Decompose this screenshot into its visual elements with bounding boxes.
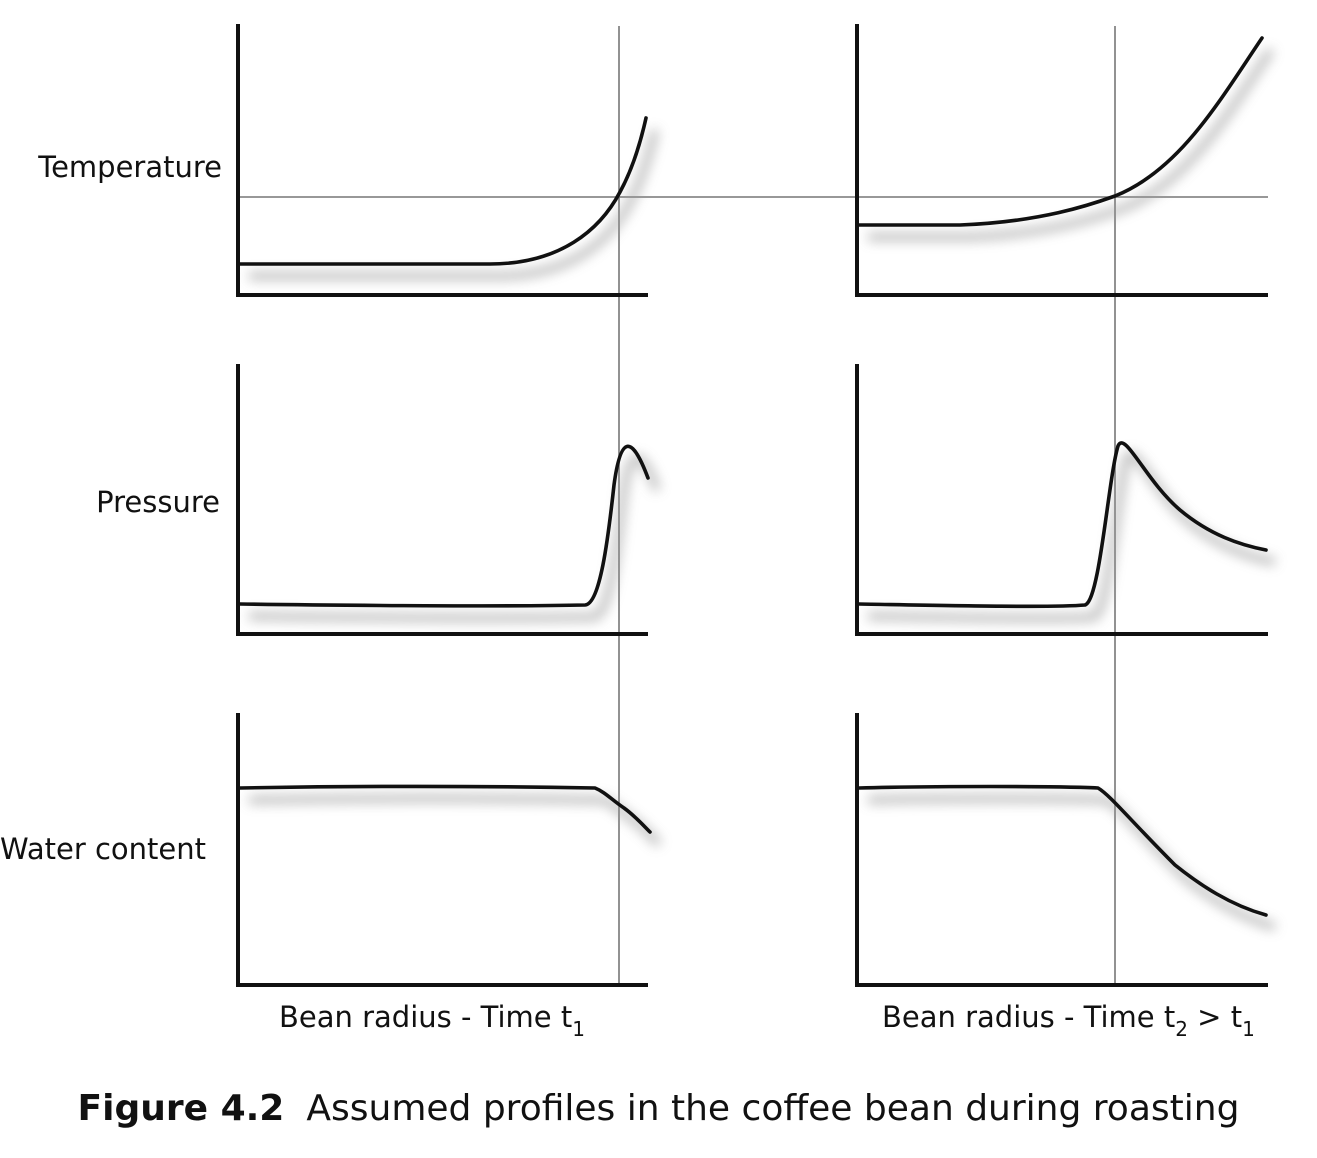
curve-shadows — [248, 48, 1276, 931]
axes — [236, 24, 1268, 987]
x-axis-label-t2-sub: 2 — [1175, 1017, 1188, 1041]
temperature-curve-t2 — [857, 36, 1264, 227]
axis-pressure-t1 — [236, 364, 648, 636]
pressure-curve-t1 — [238, 444, 650, 608]
axis-water-content-t1 — [236, 713, 648, 987]
figure-caption: Figure 4.2 Assumed profiles in the coffee… — [0, 1088, 1317, 1129]
temperature-curve-t1 — [238, 116, 648, 266]
x-axis-label-t2-mid: > t — [1188, 1000, 1242, 1034]
row-label-pressure: Pressure — [96, 485, 220, 519]
axis-temperature-t2 — [855, 24, 1268, 297]
axis-temperature-t1 — [236, 24, 648, 297]
curves — [238, 36, 1268, 917]
x-axis-label-t2: Bean radius - Time t2 > t1 — [882, 1000, 1255, 1041]
reference-lines — [238, 26, 1268, 986]
x-axis-label-t2-main: Bean radius - Time t — [882, 1000, 1175, 1034]
row-label-water-content: Water content — [0, 832, 206, 866]
axis-pressure-t2 — [855, 364, 1268, 636]
x-axis-label-t1-sub: 1 — [572, 1017, 585, 1041]
axis-water-content-t2 — [855, 713, 1268, 987]
water-content-curve-t2 — [857, 784, 1268, 917]
figure-caption-text: Assumed profiles in the coffee bean duri… — [306, 1088, 1240, 1129]
x-axis-label-t2-sub2: 1 — [1242, 1017, 1255, 1041]
row-label-temperature: Temperature — [37, 150, 222, 184]
pressure-curve-t2 — [857, 441, 1268, 609]
x-axis-label-t1: Bean radius - Time t1 — [279, 1000, 585, 1041]
water-content-curve-t1 — [238, 784, 652, 834]
x-axis-label-t1-main: Bean radius - Time t — [279, 1000, 572, 1034]
figure-number: Figure 4.2 — [77, 1088, 285, 1129]
